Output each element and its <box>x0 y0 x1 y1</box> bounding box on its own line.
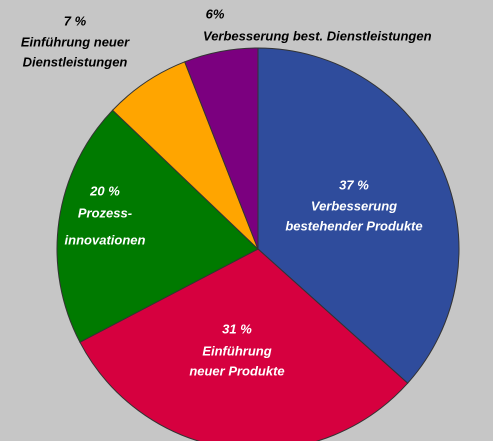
slice-label: Einführung neuer <box>21 34 130 49</box>
slice-label: Verbesserung best. Dienstleistungen <box>203 28 432 43</box>
pie-slice <box>79 248 409 441</box>
slice-label: bestehender Produkte <box>285 218 422 233</box>
pie-slice <box>257 47 460 384</box>
slice-label: Verbesserung <box>311 198 397 213</box>
value-label: 31 % <box>222 321 252 336</box>
slice-label: Einführung <box>202 343 271 358</box>
slice-label: innovationen <box>65 232 146 247</box>
pie-slice <box>56 109 259 343</box>
slice-label: Prozess- <box>78 205 132 220</box>
value-label: 7 % <box>64 13 87 28</box>
slice-label: Dienstleistungen <box>23 54 128 69</box>
value-label: 20 % <box>89 183 120 198</box>
slice-label: neuer Produkte <box>189 363 284 378</box>
value-label: 6% <box>206 6 225 21</box>
pie-slice <box>184 47 259 250</box>
value-label: 37 % <box>339 177 369 192</box>
